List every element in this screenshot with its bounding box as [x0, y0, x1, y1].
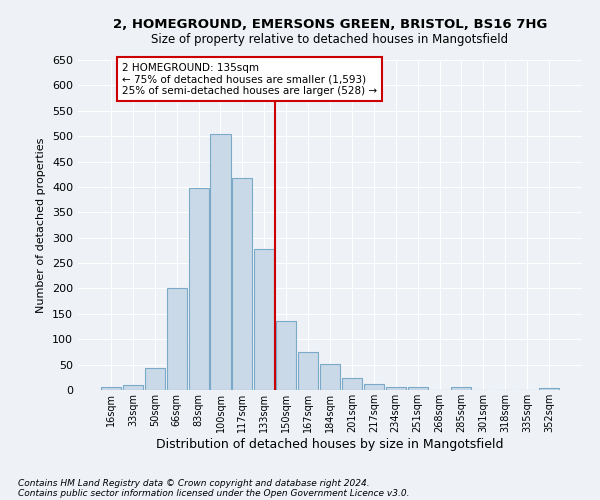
Bar	[276, 321, 296, 390]
X-axis label: Distribution of detached houses by size in Mangotsfield: Distribution of detached houses by size …	[156, 438, 504, 450]
Bar	[451, 388, 472, 390]
Bar	[320, 364, 340, 390]
Bar	[254, 250, 274, 390]
Bar	[364, 384, 384, 390]
Text: Contains HM Land Registry data © Crown copyright and database right 2024.: Contains HM Land Registry data © Crown c…	[18, 478, 370, 488]
Bar	[145, 368, 165, 390]
Bar	[298, 352, 318, 390]
Bar	[211, 134, 230, 390]
Text: 2, HOMEGROUND, EMERSONS GREEN, BRISTOL, BS16 7HG: 2, HOMEGROUND, EMERSONS GREEN, BRISTOL, …	[113, 18, 547, 30]
Text: 2 HOMEGROUND: 135sqm
← 75% of detached houses are smaller (1,593)
25% of semi-de: 2 HOMEGROUND: 135sqm ← 75% of detached h…	[122, 62, 377, 96]
Bar	[539, 388, 559, 390]
Bar	[188, 188, 209, 390]
Bar	[101, 388, 121, 390]
Text: Contains public sector information licensed under the Open Government Licence v3: Contains public sector information licen…	[18, 488, 409, 498]
Bar	[386, 387, 406, 390]
Text: Size of property relative to detached houses in Mangotsfield: Size of property relative to detached ho…	[151, 32, 509, 46]
Bar	[407, 388, 428, 390]
Y-axis label: Number of detached properties: Number of detached properties	[37, 138, 46, 312]
Bar	[342, 378, 362, 390]
Bar	[167, 288, 187, 390]
Bar	[232, 178, 253, 390]
Bar	[123, 385, 143, 390]
